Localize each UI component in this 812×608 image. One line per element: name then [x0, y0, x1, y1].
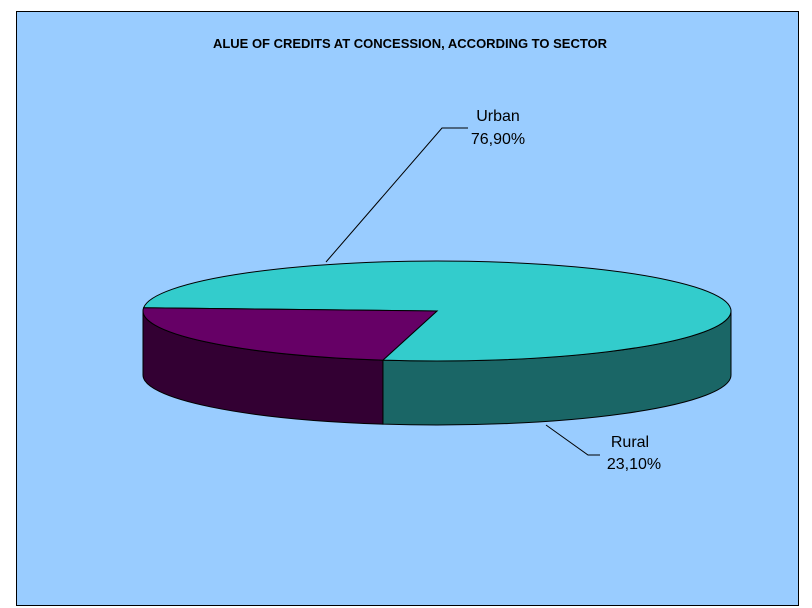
rural-slice — [142, 307, 439, 361]
urban-leader-line — [325, 127, 468, 263]
pie-group — [142, 260, 732, 426]
label-group: Urban 76,90% Rural 23,10% — [325, 108, 661, 473]
rural-label: Rural — [611, 434, 649, 451]
rural-value-label: 23,10% — [607, 456, 661, 473]
rural-leader-line — [545, 424, 600, 456]
chart-title: ALUE OF CREDITS AT CONCESSION, ACCORDING… — [213, 36, 608, 51]
urban-value-label: 76,90% — [471, 131, 525, 148]
urban-label: Urban — [476, 108, 520, 125]
